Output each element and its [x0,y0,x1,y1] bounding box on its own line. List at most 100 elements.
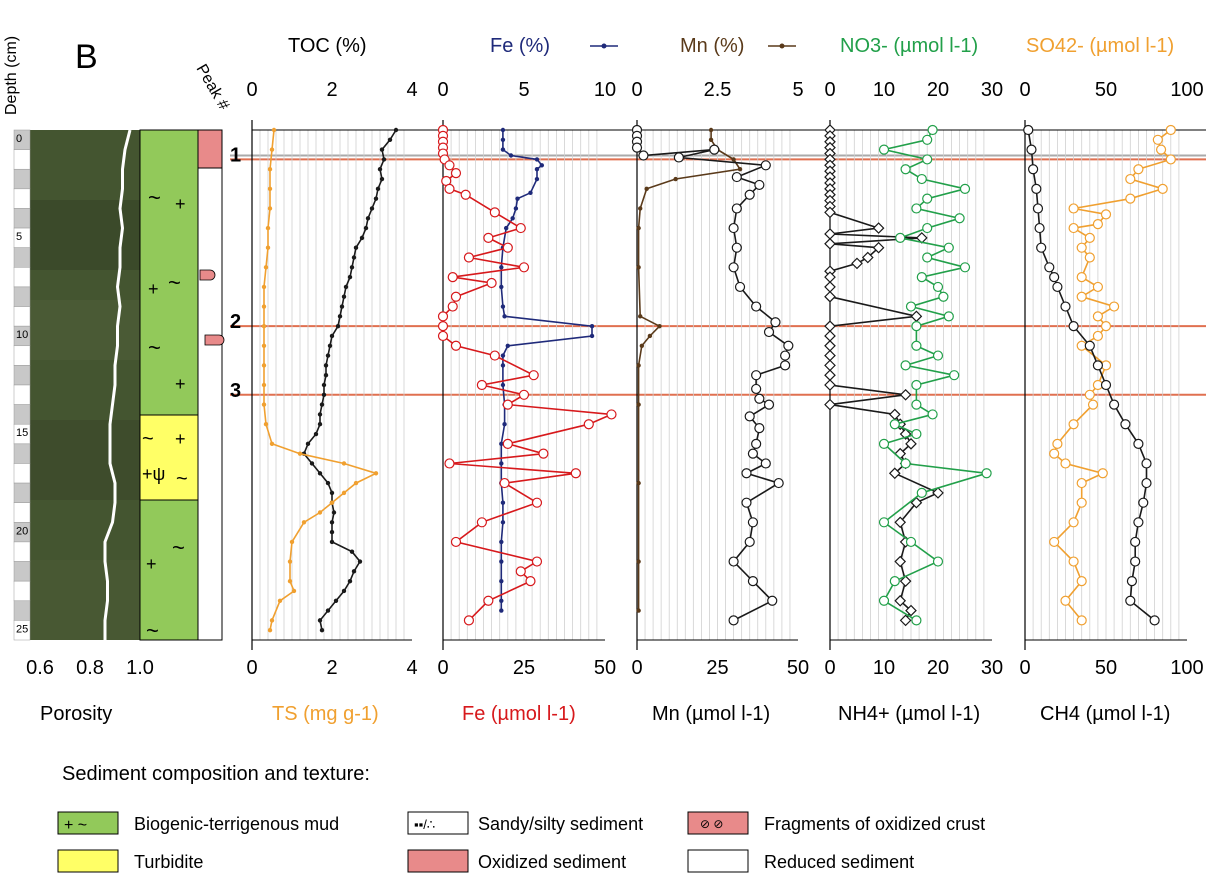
nh4-point [824,281,836,293]
so4-point [1097,468,1108,479]
fe-pct-point [499,578,504,584]
fe-um-point [447,272,458,283]
top-tick-label: 10 [873,79,895,101]
fe-um-point [538,448,549,459]
ch4-axis-title: CH4 (µmol l-1) [1040,703,1170,725]
nh4-point [851,257,863,270]
so4-point [1157,183,1168,194]
mn-pct-point [636,225,641,231]
ts-point [261,304,267,309]
fe-pct-point [503,225,509,231]
mn-um-point [744,411,755,422]
toc-point [329,520,335,525]
no3-point [932,281,944,293]
mn-um-point [728,615,739,626]
nh4-point [824,359,836,372]
ch4-point [1068,321,1079,332]
so4-point [1060,595,1071,606]
fe-pct-point [499,539,504,545]
mn-pct-point [636,363,641,368]
ch4-point [1133,438,1144,449]
toc-point [317,422,323,427]
mn-pct-line [637,130,742,611]
so4-point [1076,242,1087,253]
top-tick-label: 50 [1095,79,1117,101]
fe-um-point [437,321,449,332]
depth-scale-segment [13,149,31,170]
nh4-point [824,330,836,342]
svg-text:+: + [175,429,186,449]
no3-point [959,183,971,194]
toc-point [349,265,355,270]
mn-um-point [744,189,755,200]
toc-point [337,314,343,319]
ts-point [267,167,273,172]
legend: Sediment composition and texture: + ~ Bi… [57,763,985,873]
fe-um-point [489,350,500,361]
fe-um-point [502,399,513,410]
fe-um-point [460,189,471,200]
depth-scale-segment [13,306,31,327]
fe-pct-point [528,190,533,195]
mn-um-point [754,393,765,404]
ts-point [291,588,297,594]
porosity-tick-label: 1.0 [126,657,154,679]
mn-um-point [734,281,746,293]
toc-point [325,480,331,486]
svg-text:+ψ: +ψ [142,464,165,484]
ts-point [267,186,273,192]
so4-point [1068,517,1079,528]
legend-item-sandy: ▪▪/∴ Sandy/silty sediment [407,811,643,835]
data-series [261,124,1176,633]
so4-point [1076,272,1087,283]
mn-um-axis-title: Mn (µmol l-1) [652,703,770,725]
so4-point [1125,173,1136,185]
so4-point [1068,222,1079,234]
fe-pct-point [500,382,506,388]
toc-point [321,382,327,388]
toc-point [373,196,379,201]
fe-pct-point [499,265,504,270]
ts-point [297,451,303,456]
fe-pct-point [500,520,506,525]
mn-um-line [636,130,790,622]
legend-title: Sediment composition and texture: [62,763,370,785]
no3-point [900,164,911,175]
nh4-point [824,398,836,411]
peak-header-label: Peak # [193,62,233,114]
legend-label-oxidized: Oxidized sediment [478,852,626,872]
depth-tick-label: 5 [16,231,22,243]
so4-point [1152,134,1163,145]
lithology-column: ~ + + ~ ~ + ~ + +ψ ~ + ~ ~ [139,129,222,643]
toc-point [351,255,357,260]
ts-point [287,559,293,564]
so4-point [1076,291,1087,302]
so4-point [1049,448,1060,459]
fe-pct-point [499,441,504,447]
top-tick-label: 0 [631,79,642,101]
toc-point [325,608,331,613]
ts-point [261,382,267,388]
porosity-axis-title: Porosity [40,703,112,725]
fe-pct-point [500,500,506,505]
fe-pct-point [500,147,506,152]
fe-pct-point [510,216,515,221]
ch4-point [1141,477,1152,489]
mn-pct-point [731,157,736,162]
toc-point [329,333,335,339]
toc-point [349,549,355,554]
toc-point [377,167,383,172]
fe-pct-line [500,130,593,611]
depth-scale-segment [13,443,31,464]
mn-um-point [747,448,759,459]
top-tick-label: 4 [406,79,417,101]
mn-um-point [741,497,752,508]
fe-pct-point [499,608,504,613]
toc-line [303,129,397,631]
nh4-point [899,575,912,588]
oxidation-column [197,129,225,641]
ts-point [263,265,269,270]
depth-scale-segment [13,580,31,602]
mn-um-point [763,399,775,410]
so4-point [1100,321,1112,332]
